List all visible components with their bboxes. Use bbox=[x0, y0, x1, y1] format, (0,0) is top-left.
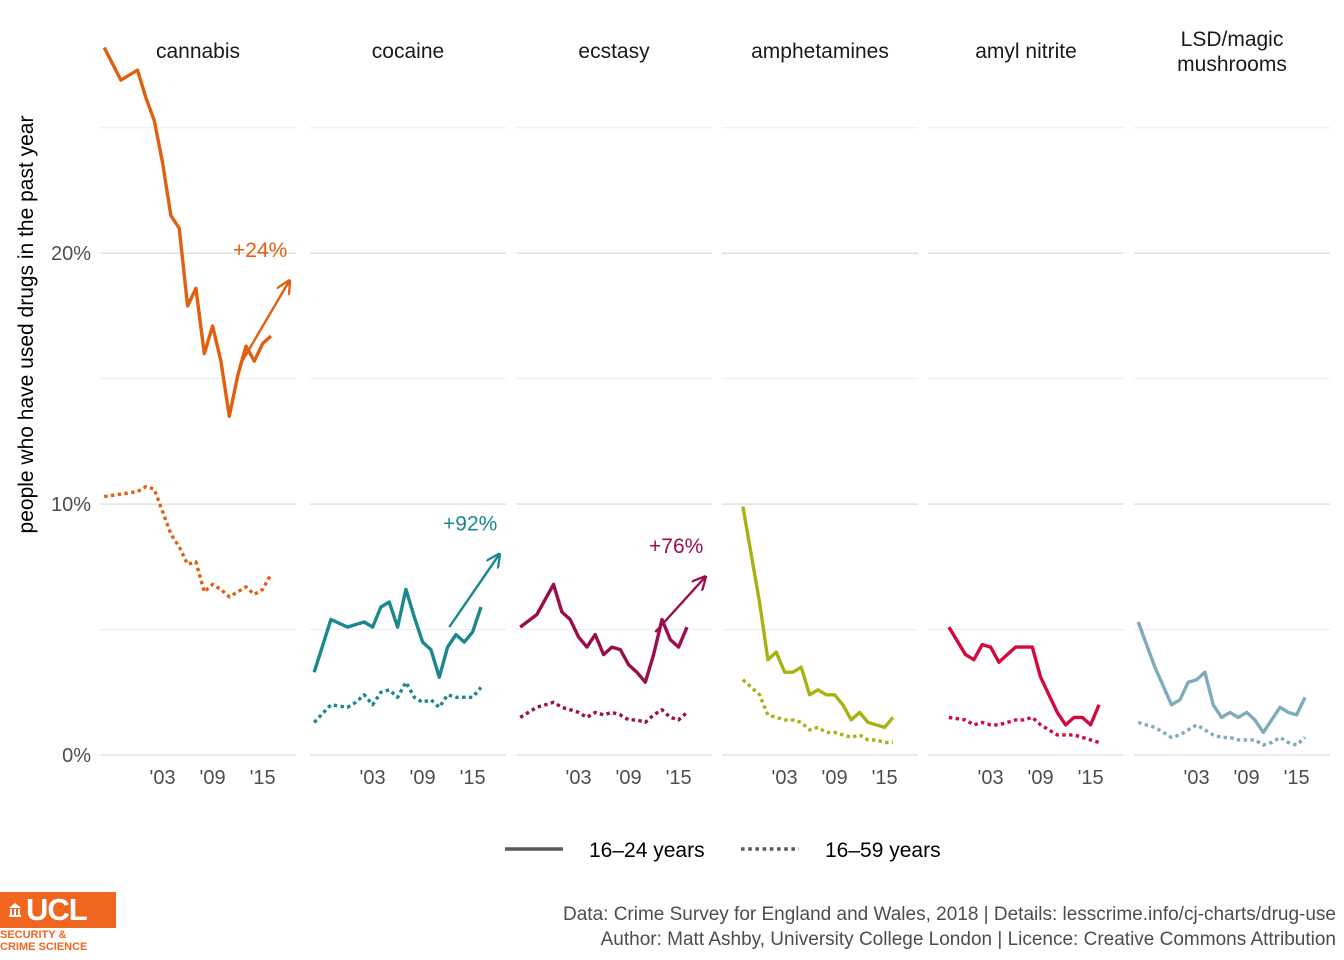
series-line-16-24 bbox=[519, 582, 689, 684]
legend-label: 16–24 years bbox=[589, 839, 705, 862]
series-line-16-59 bbox=[312, 680, 483, 724]
x-tick-label: '15 bbox=[460, 767, 486, 789]
x-tick-label: '15 bbox=[1078, 767, 1104, 789]
legend-label: 16–59 years bbox=[825, 839, 941, 862]
panel-title: amyl nitrite bbox=[975, 40, 1077, 63]
x-tick-label: '03 bbox=[360, 767, 386, 789]
trend-annotation: +76% bbox=[649, 535, 703, 558]
ucl-wordmark: UCL bbox=[26, 892, 88, 927]
panel-title-line: LSD/magic bbox=[1181, 28, 1284, 51]
x-tick-label: '15 bbox=[250, 767, 276, 789]
series-line-16-59 bbox=[519, 700, 689, 725]
ucl-subtitle-line1: SECURITY & bbox=[0, 929, 67, 941]
x-tick-label: '03 bbox=[566, 767, 592, 789]
trend-arrow bbox=[238, 281, 289, 367]
series-line-16-24 bbox=[1136, 621, 1307, 735]
series-line-16-24 bbox=[741, 506, 895, 730]
panel-title: ecstasy bbox=[578, 40, 650, 63]
x-tick-label: '15 bbox=[872, 767, 898, 789]
series-line-16-59 bbox=[948, 715, 1100, 745]
series-line-16-24 bbox=[102, 46, 273, 418]
ucl-logo: UCL SECURITY & CRIME SCIENCE bbox=[0, 892, 120, 960]
x-tick-label: '15 bbox=[1284, 767, 1310, 789]
series-line-16-24 bbox=[947, 626, 1101, 727]
panel-title: amphetamines bbox=[751, 40, 889, 63]
ucl-subtitle-line2: CRIME SCIENCE bbox=[0, 941, 88, 953]
ucl-portico-icon bbox=[9, 903, 21, 917]
x-tick-label: '03 bbox=[772, 767, 798, 789]
series-line-16-59 bbox=[741, 678, 893, 745]
trend-annotation: +92% bbox=[443, 512, 497, 535]
x-tick-label: '15 bbox=[666, 767, 692, 789]
series-line-16-59 bbox=[1137, 720, 1307, 747]
x-tick-label: '09 bbox=[200, 767, 226, 789]
panel-title: cannabis bbox=[156, 40, 240, 63]
y-tick-label: 0% bbox=[62, 745, 91, 767]
x-tick-label: '09 bbox=[616, 767, 642, 789]
x-tick-label: '03 bbox=[978, 767, 1004, 789]
x-tick-label: '03 bbox=[1184, 767, 1210, 789]
data-source-caption: Data: Crime Survey for England and Wales… bbox=[563, 904, 1336, 925]
series-line-16-24 bbox=[312, 587, 483, 679]
panel-title: cocaine bbox=[372, 40, 444, 63]
y-axis-label: people who have used drugs in the past y… bbox=[15, 116, 38, 534]
series-line-16-59 bbox=[103, 484, 273, 599]
x-tick-label: '09 bbox=[1028, 767, 1054, 789]
x-tick-label: '09 bbox=[410, 767, 436, 789]
drug-use-chart: 0% 10% 20% people who have used drugs in th… bbox=[15, 28, 1330, 862]
panel-title-line: mushrooms bbox=[1177, 53, 1287, 76]
trend-arrow bbox=[654, 577, 705, 633]
y-tick-label: 20% bbox=[51, 243, 91, 265]
author-caption: Author: Matt Ashby, University College L… bbox=[600, 929, 1336, 950]
x-tick-label: '09 bbox=[822, 767, 848, 789]
trend-annotation: +24% bbox=[233, 239, 287, 262]
y-tick-label: 10% bbox=[51, 494, 91, 516]
trend-arrow bbox=[448, 554, 499, 628]
x-tick-label: '09 bbox=[1234, 767, 1260, 789]
x-tick-label: '03 bbox=[150, 767, 176, 789]
